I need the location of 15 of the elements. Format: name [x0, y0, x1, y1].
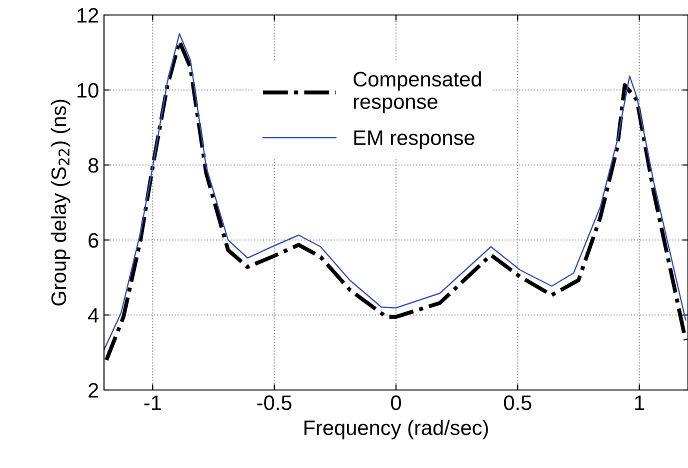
- y-tick-label: 2: [88, 383, 98, 398]
- x-axis-title: Frequency (rad/sec): [304, 420, 488, 440]
- legend-label: EM response: [354, 130, 474, 150]
- y-tick-label: 10: [78, 83, 98, 98]
- legend-label: Compensated response: [354, 71, 481, 114]
- x-tick-label: 0: [391, 395, 401, 410]
- x-tick-label: 0.5: [504, 395, 532, 410]
- y-tick-label: 8: [88, 158, 98, 173]
- x-tick-label: 1: [635, 396, 644, 410]
- y-tick-label: 12: [78, 8, 98, 23]
- x-tick-label: -1: [144, 396, 161, 410]
- y-axis-title: Group delay (S$_{22}$) (ns): [50, 100, 70, 306]
- y-tick-label: 6: [88, 233, 98, 248]
- y-tick-label: 4: [88, 308, 99, 323]
- x-tick-label: -0.5: [257, 395, 292, 410]
